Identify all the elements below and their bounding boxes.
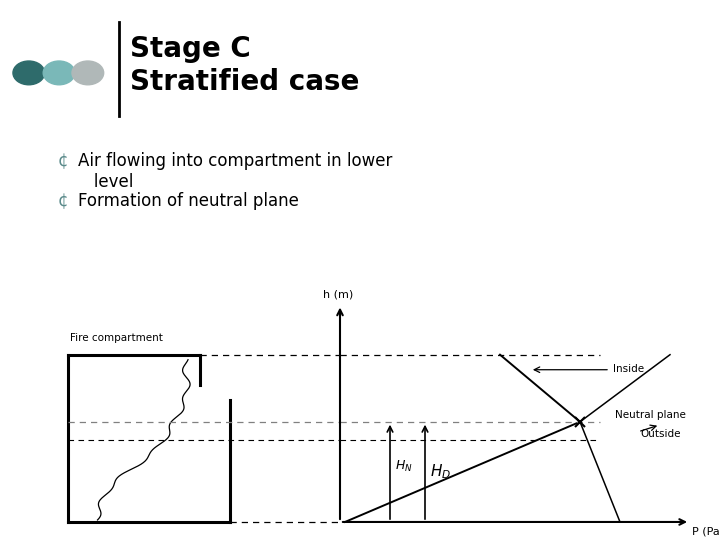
Text: Fire compartment: Fire compartment bbox=[70, 333, 163, 343]
Text: h (m): h (m) bbox=[323, 289, 353, 300]
Text: Stratified case: Stratified case bbox=[130, 68, 359, 96]
Text: $H_N$: $H_N$ bbox=[395, 460, 413, 475]
Text: Formation of neutral plane: Formation of neutral plane bbox=[78, 192, 299, 210]
Text: Outside: Outside bbox=[640, 429, 680, 439]
Text: Stage C: Stage C bbox=[130, 35, 251, 63]
Text: P (Pa): P (Pa) bbox=[692, 527, 720, 537]
Text: Neutral plane: Neutral plane bbox=[615, 410, 686, 420]
Text: ¢: ¢ bbox=[58, 152, 68, 170]
Text: Inside: Inside bbox=[613, 364, 644, 374]
Text: ¢: ¢ bbox=[58, 192, 68, 210]
Text: Air flowing into compartment in lower
   level: Air flowing into compartment in lower le… bbox=[78, 152, 392, 191]
Text: $H_D$: $H_D$ bbox=[430, 463, 451, 481]
